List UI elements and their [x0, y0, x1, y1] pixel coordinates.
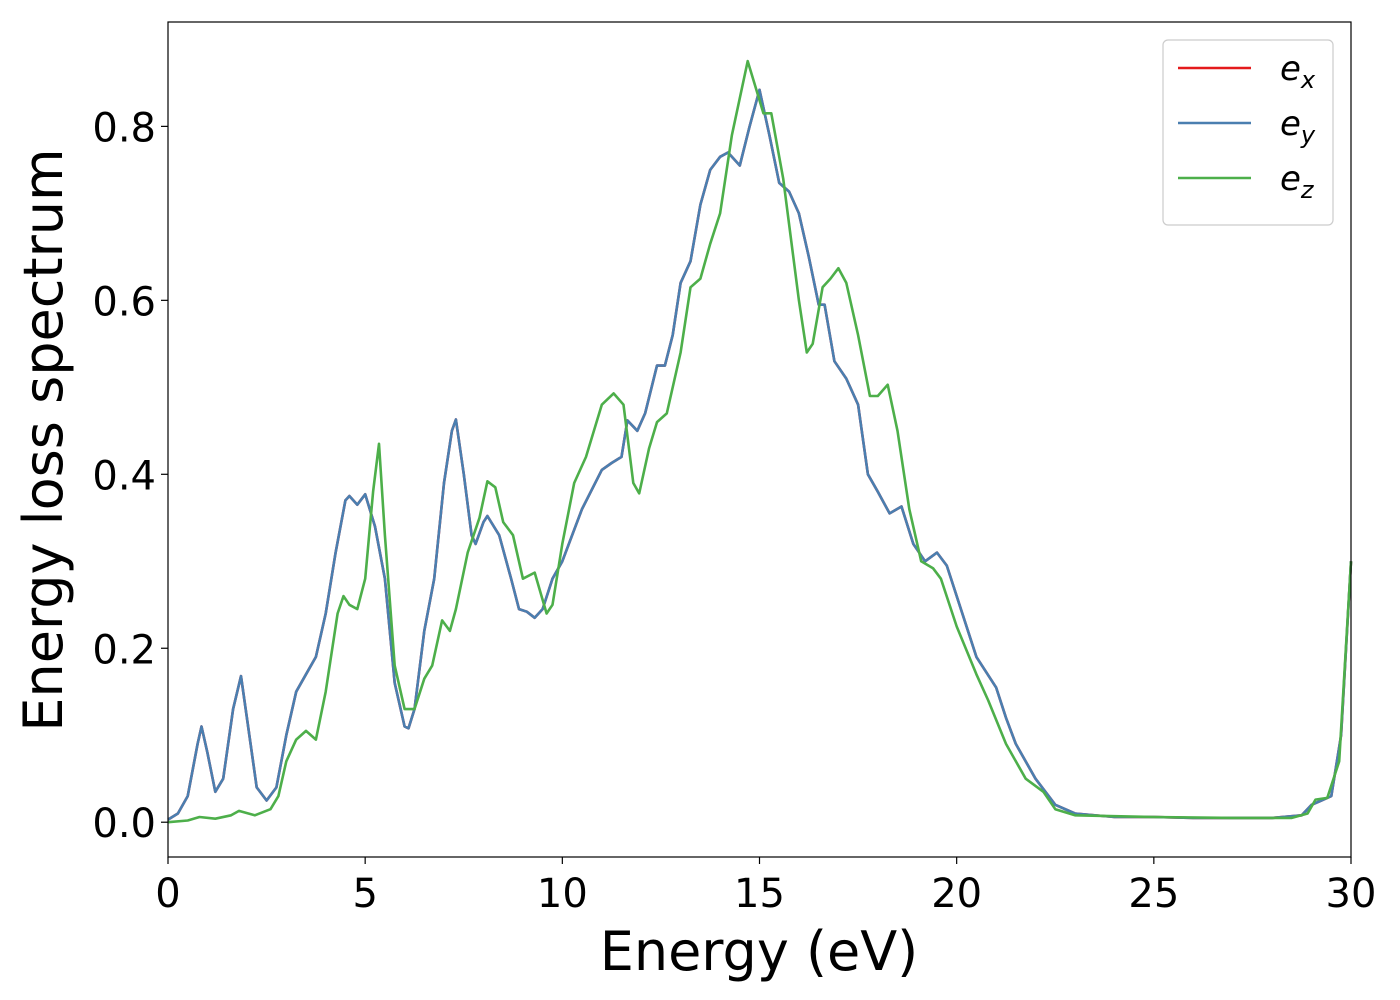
y-tick-label: 0.6 — [92, 279, 156, 325]
line-series — [167, 88, 1353, 821]
x-tick-label: 25 — [1128, 871, 1179, 917]
legend-label: ey — [1280, 104, 1316, 149]
y-tick-label: 0.8 — [92, 105, 156, 151]
plot-frame — [167, 21, 1352, 858]
legend-label: ex — [1280, 49, 1316, 94]
x-tick-label: 20 — [931, 871, 982, 917]
x-tick-label: 30 — [1326, 871, 1377, 917]
x-tick-label: 15 — [734, 871, 785, 917]
line-series — [167, 59, 1353, 824]
x-tick-label: 10 — [537, 871, 588, 917]
y-axis-label: Energy loss spectrum — [12, 148, 75, 731]
y-tick-label: 0.4 — [92, 453, 156, 499]
legend-label: ez — [1280, 159, 1315, 204]
y-tick-label: 0.2 — [92, 627, 156, 673]
x-axis-label: Energy (eV) — [600, 920, 919, 983]
y-tick-label: 0.0 — [92, 801, 156, 847]
x-tick-label: 0 — [155, 871, 180, 917]
x-tick-label: 5 — [352, 871, 377, 917]
